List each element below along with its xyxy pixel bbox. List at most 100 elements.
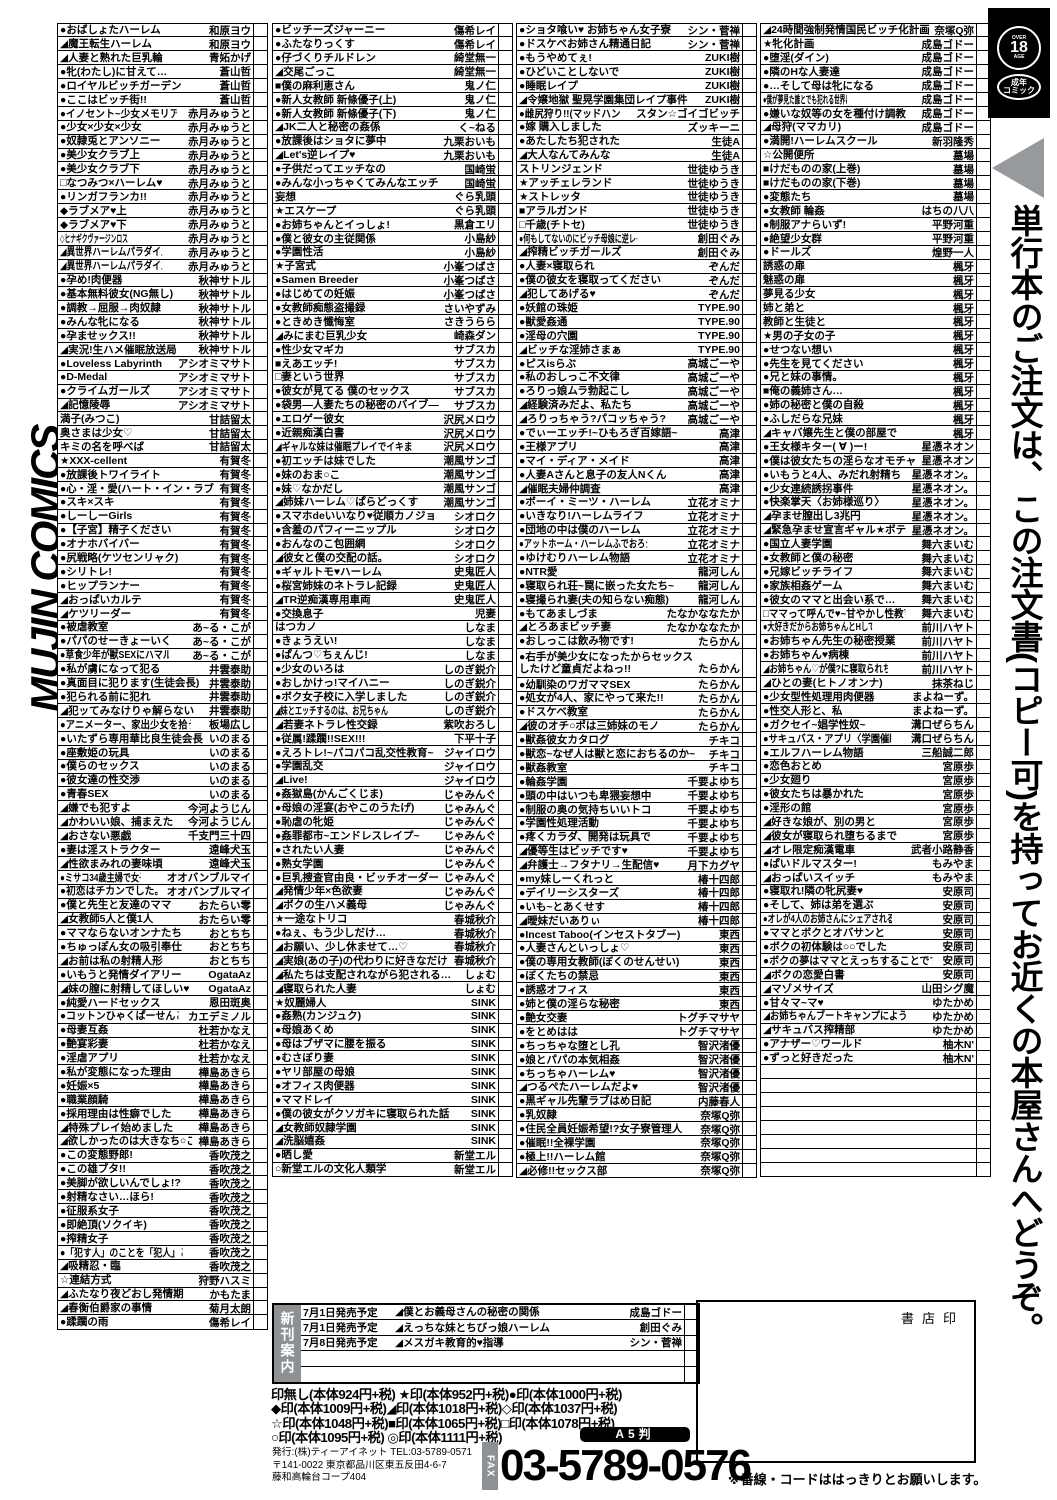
order-quantity-cell[interactable]: [253, 926, 267, 940]
order-quantity-cell[interactable]: [253, 1093, 267, 1107]
order-quantity-cell[interactable]: [498, 509, 512, 524]
order-quantity-cell[interactable]: [253, 1162, 267, 1176]
order-quantity-cell[interactable]: [742, 106, 756, 121]
order-quantity-cell[interactable]: [742, 1108, 756, 1122]
order-quantity-cell[interactable]: [976, 481, 990, 496]
order-quantity-cell[interactable]: [253, 1176, 267, 1190]
order-quantity-cell[interactable]: [742, 426, 756, 440]
order-quantity-cell[interactable]: [742, 51, 756, 65]
order-quantity-cell[interactable]: [976, 356, 990, 371]
order-quantity-cell[interactable]: [498, 120, 512, 135]
order-quantity-cell[interactable]: [253, 454, 267, 468]
order-quantity-cell[interactable]: [498, 481, 512, 496]
order-quantity-cell[interactable]: [253, 579, 267, 593]
order-quantity-cell[interactable]: [742, 606, 756, 621]
order-quantity-cell[interactable]: [976, 245, 990, 260]
order-quantity-cell[interactable]: [976, 342, 990, 357]
order-quantity-cell[interactable]: [253, 537, 267, 551]
order-quantity-cell[interactable]: [976, 995, 990, 1010]
order-quantity-cell[interactable]: [253, 1106, 267, 1121]
order-quantity-cell[interactable]: [976, 634, 990, 649]
order-quantity-cell[interactable]: [976, 398, 990, 412]
order-quantity-cell[interactable]: [742, 1066, 756, 1081]
order-quantity-cell[interactable]: [498, 148, 512, 162]
order-quantity-cell[interactable]: [498, 1037, 512, 1051]
order-quantity-cell[interactable]: [253, 829, 267, 843]
order-quantity-cell[interactable]: [976, 745, 990, 760]
order-quantity-cell[interactable]: [498, 731, 512, 746]
order-quantity-cell[interactable]: [253, 23, 267, 37]
order-quantity-cell[interactable]: [742, 551, 756, 565]
order-quantity-cell[interactable]: [976, 1065, 990, 1079]
order-quantity-cell[interactable]: [742, 65, 756, 79]
order-quantity-cell[interactable]: [498, 37, 512, 51]
order-quantity-cell[interactable]: [253, 801, 267, 815]
order-quantity-cell[interactable]: [742, 287, 756, 301]
order-quantity-cell[interactable]: [498, 995, 512, 1010]
order-quantity-cell[interactable]: [253, 968, 267, 982]
order-quantity-cell[interactable]: [253, 759, 267, 774]
order-quantity-cell[interactable]: [976, 1051, 990, 1065]
order-quantity-cell[interactable]: [253, 412, 267, 426]
order-quantity-cell[interactable]: [498, 259, 512, 274]
order-quantity-cell[interactable]: [253, 231, 267, 246]
order-quantity-cell[interactable]: [742, 134, 756, 149]
order-quantity-cell[interactable]: [976, 759, 990, 774]
order-quantity-cell[interactable]: [976, 176, 990, 190]
order-quantity-cell[interactable]: [498, 1148, 512, 1163]
order-quantity-cell[interactable]: [498, 745, 512, 760]
order-quantity-cell[interactable]: [253, 898, 267, 912]
order-quantity-cell[interactable]: [253, 245, 267, 260]
order-quantity-cell[interactable]: [498, 648, 512, 662]
order-quantity-cell[interactable]: [976, 537, 990, 551]
order-quantity-cell[interactable]: [742, 468, 756, 482]
order-quantity-cell[interactable]: [498, 301, 512, 315]
order-quantity-cell[interactable]: [742, 1136, 756, 1150]
order-quantity-cell[interactable]: [742, 440, 756, 454]
order-quantity-cell[interactable]: [498, 1051, 512, 1065]
order-quantity-cell[interactable]: [976, 329, 990, 343]
order-quantity-cell[interactable]: [742, 148, 756, 162]
order-quantity-cell[interactable]: [498, 329, 512, 343]
order-quantity-cell[interactable]: [253, 1065, 267, 1079]
order-quantity-cell[interactable]: [976, 1120, 990, 1135]
order-quantity-cell[interactable]: [498, 634, 512, 649]
order-quantity-cell[interactable]: [976, 551, 990, 565]
order-quantity-cell[interactable]: [498, 370, 512, 385]
bookstore-stamp-box[interactable]: 書店印: [696, 1300, 976, 1463]
order-quantity-cell[interactable]: [742, 761, 756, 775]
order-quantity-cell[interactable]: [742, 204, 756, 218]
order-quantity-cell[interactable]: [976, 1106, 990, 1121]
order-quantity-cell[interactable]: [253, 1009, 267, 1024]
order-quantity-cell[interactable]: [253, 468, 267, 482]
order-quantity-cell[interactable]: [498, 1120, 512, 1135]
order-quantity-cell[interactable]: [976, 106, 990, 121]
order-quantity-cell[interactable]: [498, 162, 512, 176]
order-quantity-cell[interactable]: [253, 120, 267, 135]
order-quantity-cell[interactable]: [742, 79, 756, 93]
order-quantity-cell[interactable]: [253, 1273, 267, 1288]
order-quantity-cell[interactable]: [253, 1023, 267, 1038]
order-quantity-cell[interactable]: [742, 92, 756, 107]
order-quantity-cell[interactable]: [253, 259, 267, 274]
order-quantity-cell[interactable]: [498, 356, 512, 371]
order-quantity-cell[interactable]: [253, 509, 267, 524]
order-quantity-cell[interactable]: [498, 884, 512, 899]
order-quantity-cell[interactable]: [684, 1305, 698, 1320]
order-quantity-cell[interactable]: [498, 217, 512, 232]
order-quantity-cell[interactable]: [253, 593, 267, 607]
order-quantity-cell[interactable]: [498, 981, 512, 996]
order-quantity-cell[interactable]: [976, 51, 990, 65]
order-quantity-cell[interactable]: [742, 775, 756, 789]
order-quantity-cell[interactable]: [976, 1162, 990, 1176]
order-quantity-cell[interactable]: [253, 731, 267, 746]
order-quantity-cell[interactable]: [742, 677, 756, 692]
order-quantity-cell[interactable]: [976, 1093, 990, 1107]
order-quantity-cell[interactable]: [253, 495, 267, 510]
order-quantity-cell[interactable]: [976, 565, 990, 579]
order-quantity-cell[interactable]: [742, 37, 756, 51]
order-quantity-cell[interactable]: [742, 969, 756, 983]
order-quantity-cell[interactable]: [976, 231, 990, 246]
order-quantity-cell[interactable]: [498, 23, 512, 37]
order-quantity-cell[interactable]: [253, 65, 267, 79]
